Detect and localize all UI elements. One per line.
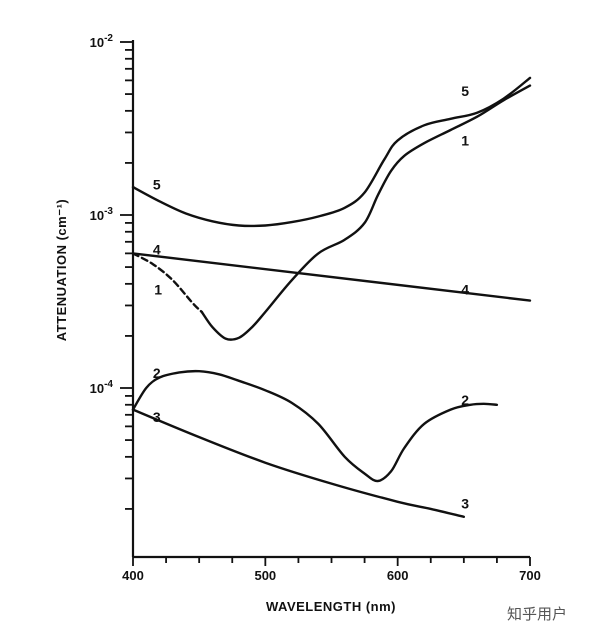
curve-1 [200, 84, 532, 341]
curve-label: 3 [461, 495, 469, 511]
y-axis-title: ATTENUATION (cm⁻¹) [54, 199, 69, 341]
curve-label: 1 [154, 282, 162, 298]
x-tick-label: 700 [519, 568, 541, 583]
ticks [120, 41, 531, 566]
y-tick-label: 10-2 [90, 33, 114, 50]
tick-labels: 10-4 10-3 10-2 400 500 600 700 [90, 33, 541, 583]
axes [131, 40, 530, 559]
curve-label: 2 [153, 365, 161, 381]
x-axis-title: WAVELENGTH (nm) [266, 599, 396, 614]
curve-5 [131, 76, 532, 228]
curve-3 [131, 408, 465, 518]
x-tick-label: 500 [254, 568, 276, 583]
x-tick-label: 600 [387, 568, 409, 583]
curves [131, 76, 532, 518]
curve-2 [131, 369, 499, 483]
curve-label: 4 [153, 242, 161, 258]
curve-label: 5 [461, 83, 469, 99]
curve-label: 4 [461, 282, 469, 298]
curve-4 [131, 252, 532, 302]
x-tick-label: 400 [122, 568, 144, 583]
watermark: 知乎用户 [507, 605, 567, 623]
y-tick-label: 10-3 [90, 206, 114, 223]
curve-1-dashed [131, 252, 203, 314]
curve-label: 5 [153, 177, 161, 193]
curve-label: 3 [153, 409, 161, 425]
curve-label: 2 [461, 392, 469, 408]
y-tick-label: 10-4 [90, 379, 114, 396]
curve-annotations: 5 5 1 1 4 4 2 2 3 3 [153, 83, 469, 511]
curve-label: 1 [461, 132, 469, 148]
